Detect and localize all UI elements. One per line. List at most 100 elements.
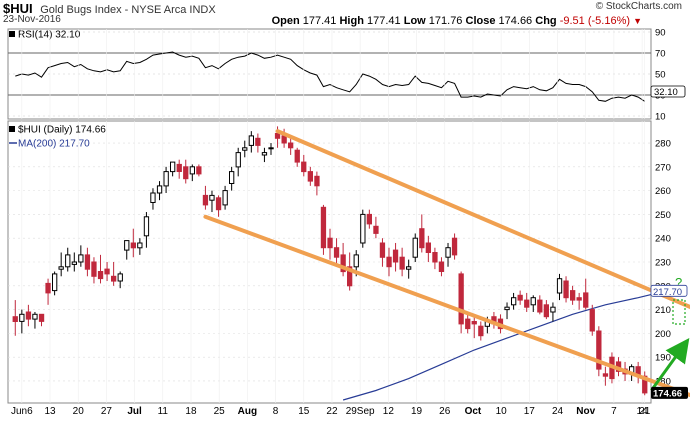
quote-line: Open 177.41 High 177.41 Low 171.76 Close… bbox=[272, 15, 642, 27]
candle-body bbox=[524, 299, 530, 308]
candle bbox=[570, 285, 576, 305]
x-tick-label: Aug bbox=[238, 406, 257, 417]
candle-body bbox=[320, 206, 327, 249]
candle-body bbox=[229, 171, 235, 185]
candle bbox=[189, 164, 195, 182]
candle-body bbox=[556, 278, 563, 294]
candle-body bbox=[189, 166, 195, 175]
symbol: $HUI bbox=[3, 1, 33, 16]
candle bbox=[399, 247, 405, 277]
candle bbox=[537, 295, 543, 315]
candle-body bbox=[412, 237, 418, 258]
rsi-tick-label: 90 bbox=[655, 28, 666, 39]
candle-body bbox=[570, 290, 576, 301]
price-legend: $HUI (Daily) 174.66 MA(200) 217.70 bbox=[9, 125, 106, 150]
candle bbox=[563, 276, 569, 303]
candle-body bbox=[65, 254, 71, 268]
chart-header: $HUI Gold Bugs Index - NYSE Arca INDX 23… bbox=[0, 0, 690, 28]
candle-body bbox=[543, 304, 550, 318]
candle-body bbox=[117, 273, 123, 282]
x-tick-label: Jun6 bbox=[11, 406, 33, 417]
candle bbox=[543, 300, 550, 320]
candle-body bbox=[150, 192, 156, 203]
candle-body bbox=[576, 297, 582, 301]
ma200-line bbox=[342, 290, 665, 401]
candle-body bbox=[235, 152, 241, 168]
candle-body bbox=[458, 273, 464, 325]
candle bbox=[52, 271, 58, 296]
candle-body bbox=[340, 254, 346, 273]
close-label: Close bbox=[465, 15, 496, 27]
candle bbox=[524, 292, 530, 312]
x-tick-label: 25 bbox=[214, 406, 226, 417]
candle-body bbox=[406, 266, 412, 270]
x-tick-label: 7 bbox=[611, 406, 617, 417]
close-badge-text: 174.66 bbox=[653, 388, 682, 399]
rsi-tick-label: 10 bbox=[655, 112, 666, 123]
x-tick-label: 18 bbox=[185, 406, 197, 417]
candle bbox=[530, 295, 536, 312]
candle-body bbox=[465, 318, 471, 330]
candle bbox=[556, 273, 563, 301]
candle bbox=[222, 185, 228, 210]
candle-body bbox=[589, 309, 595, 332]
candle-body bbox=[478, 325, 484, 337]
candle bbox=[327, 228, 333, 260]
rsi-ticks: 9070503010 bbox=[655, 28, 666, 123]
candle bbox=[386, 247, 392, 277]
candle-body bbox=[314, 175, 320, 187]
channel-upper-line bbox=[275, 129, 690, 310]
candle bbox=[124, 240, 130, 260]
candle-body bbox=[71, 261, 77, 265]
candle-body bbox=[156, 185, 163, 194]
candle bbox=[78, 245, 84, 267]
x-tick-label: 27 bbox=[101, 406, 113, 417]
candle-body bbox=[170, 161, 176, 173]
candle bbox=[478, 321, 484, 341]
candle-body bbox=[596, 330, 602, 370]
candle bbox=[170, 161, 176, 177]
candle bbox=[150, 188, 156, 210]
x-tick-label: Oct bbox=[465, 406, 482, 417]
candle bbox=[576, 292, 582, 310]
rsi-legend: RSI(14) 32.10 bbox=[9, 30, 81, 41]
candle bbox=[111, 262, 117, 286]
candle bbox=[235, 147, 241, 177]
price-legend-swatch bbox=[9, 126, 15, 132]
x-tick-label: 13 bbox=[44, 406, 56, 417]
candle-body bbox=[537, 299, 543, 313]
candle-body bbox=[268, 147, 274, 150]
candle bbox=[340, 242, 346, 277]
low-label: Low bbox=[403, 15, 426, 27]
brand-credit: © StockCharts.com bbox=[595, 1, 682, 12]
x-tick-label: 22 bbox=[326, 406, 338, 417]
price-tick-label: 190 bbox=[655, 353, 671, 364]
candle bbox=[307, 166, 314, 186]
open-label: Open bbox=[271, 15, 300, 27]
candle-body bbox=[183, 166, 189, 180]
chart-title: $HUI Gold Bugs Index - NYSE Arca INDX bbox=[3, 1, 216, 16]
candle-body bbox=[301, 161, 307, 173]
candle bbox=[517, 290, 523, 305]
candle-body bbox=[379, 242, 386, 258]
candle bbox=[242, 140, 248, 158]
chart-date: 23-Nov-2016 bbox=[3, 14, 61, 25]
candle bbox=[511, 292, 517, 310]
candle-body bbox=[445, 247, 451, 258]
close-value: 174.66 bbox=[498, 15, 533, 27]
x-tick-label: 11 bbox=[158, 406, 169, 417]
candle bbox=[392, 242, 399, 272]
candle-body bbox=[32, 313, 38, 320]
candle-body bbox=[281, 135, 287, 144]
candle-body bbox=[222, 190, 228, 206]
candle bbox=[58, 252, 64, 277]
candle-body bbox=[19, 313, 25, 322]
question-mark: ? bbox=[675, 275, 682, 290]
candle bbox=[268, 143, 274, 155]
candle bbox=[45, 278, 51, 305]
candle bbox=[596, 326, 602, 377]
candle-body bbox=[602, 373, 609, 377]
candle-body bbox=[209, 194, 215, 201]
candle bbox=[320, 204, 327, 255]
